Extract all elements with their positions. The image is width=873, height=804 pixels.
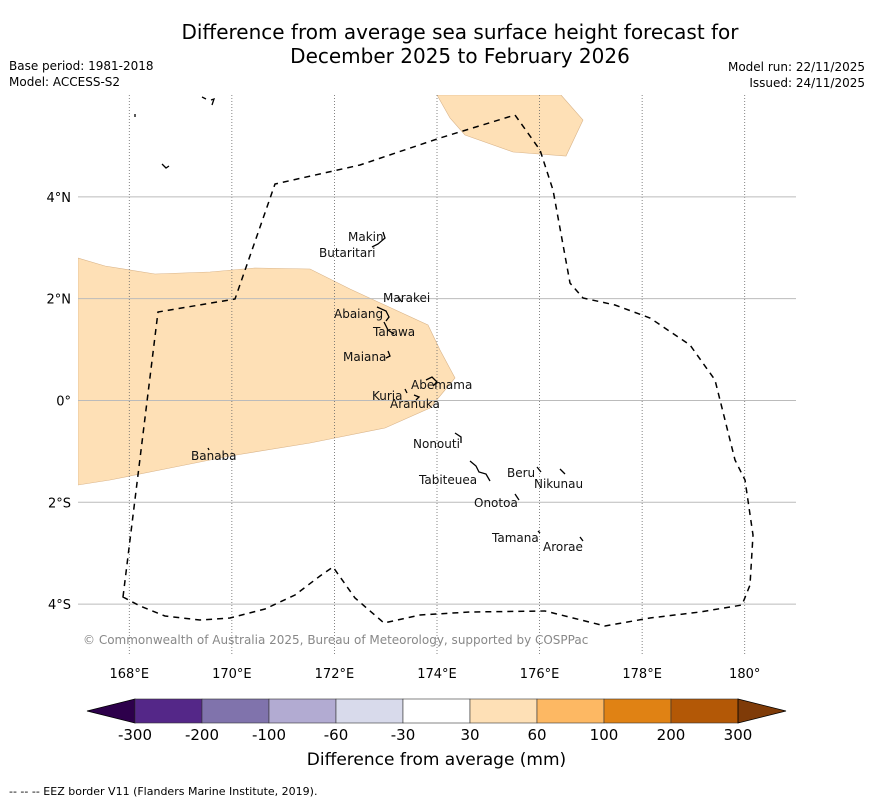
eez-border bbox=[122, 114, 754, 627]
island-label: Abaiang bbox=[334, 307, 383, 321]
colorbar-extend-low bbox=[86, 698, 136, 724]
island-label: Arorae bbox=[543, 540, 583, 554]
colorbar-segment bbox=[268, 698, 337, 724]
colorbar-segment bbox=[134, 698, 203, 724]
island-label: Tarawa bbox=[372, 325, 415, 339]
colorbar-segment bbox=[201, 698, 270, 724]
anomaly-region-north bbox=[436, 95, 584, 157]
lon-tick-label: 172°E bbox=[315, 667, 355, 682]
colorbar-segment bbox=[536, 698, 605, 724]
colorbar-segment bbox=[469, 698, 538, 724]
colorbar-tick-label: -300 bbox=[118, 726, 152, 744]
island-label: Marakei bbox=[383, 291, 430, 305]
colorbar-tick-label: 30 bbox=[460, 726, 479, 744]
map-title: Difference from average sea surface heig… bbox=[60, 20, 860, 68]
lat-tick-label: 0° bbox=[56, 394, 71, 409]
island-label: Kuria bbox=[372, 389, 403, 403]
island-label: Banaba bbox=[191, 449, 237, 463]
colorbar-segment bbox=[670, 698, 739, 724]
island-label: Nonouti bbox=[413, 437, 460, 451]
model-run-text: Model run: 22/11/2025 bbox=[727, 60, 865, 74]
model-text: Model: ACCESS-S2 bbox=[9, 75, 121, 89]
lat-tick-label: 4°N bbox=[47, 191, 72, 206]
island-label: Nikunau bbox=[534, 477, 583, 491]
colorbar-segment bbox=[603, 698, 672, 724]
colorbar-extend-high bbox=[737, 698, 787, 724]
map-axes: 168°E 170°E 172°E 174°E 176°E 178°E 180° 4°N 2°N… bbox=[47, 191, 761, 682]
colorbar-tick-label: -60 bbox=[324, 726, 349, 744]
colorbar: -300 -200 -100 -60 -30 30 60 100 200 300 bbox=[86, 698, 787, 744]
colorbar-tick-label: 100 bbox=[590, 726, 619, 744]
island-label: Tabiteuea bbox=[418, 473, 477, 487]
colorbar-tick-label: -100 bbox=[252, 726, 286, 744]
island-label: Aranuka bbox=[390, 397, 440, 411]
island-label: Maiana bbox=[343, 350, 386, 364]
island-label: Beru bbox=[507, 466, 535, 480]
colorbar-tick-label: 300 bbox=[724, 726, 753, 744]
issued-text: Issued: 24/11/2025 bbox=[749, 76, 865, 90]
lon-tick-label: 176°E bbox=[520, 667, 560, 682]
island-label: Abemama bbox=[411, 378, 472, 392]
lat-tick-label: 2°S bbox=[48, 496, 71, 511]
colorbar-title: Difference from average (mm) bbox=[306, 750, 567, 770]
colorbar-tick-label: -30 bbox=[391, 726, 416, 744]
meta-right: Model run: 22/11/2025 Issued: 24/11/2025 bbox=[728, 59, 865, 91]
base-period-text: Base period: 1981-2018 bbox=[9, 59, 154, 73]
lon-tick-label: 174°E bbox=[417, 667, 457, 682]
island-label: Butaritari bbox=[319, 246, 376, 260]
island-label: Makin bbox=[348, 230, 384, 244]
copyright-text: © Commonwealth of Australia 2025, Bureau… bbox=[83, 633, 588, 647]
colorbar-tick-label: 200 bbox=[657, 726, 686, 744]
eez-legend-note: -- -- -- EEZ border V11 (Flanders Marine… bbox=[9, 785, 318, 798]
lon-tick-label: 170°E bbox=[212, 667, 252, 682]
island-label: Tamana bbox=[491, 531, 539, 545]
lat-tick-label: 4°S bbox=[48, 598, 71, 613]
colorbar-tick-label: 60 bbox=[527, 726, 546, 744]
meta-left: Base period: 1981-2018 Model: ACCESS-S2 bbox=[9, 58, 154, 90]
colorbar-segment bbox=[402, 698, 471, 724]
lon-tick-label: 180° bbox=[729, 667, 760, 682]
colorbar-tick-label: -200 bbox=[185, 726, 219, 744]
lon-tick-label: 168°E bbox=[110, 667, 150, 682]
graticule bbox=[78, 95, 796, 655]
title-line-2: December 2025 to February 2026 bbox=[290, 44, 630, 68]
lat-tick-label: 2°N bbox=[47, 293, 72, 308]
island-shapes bbox=[134, 96, 584, 542]
colorbar-segment bbox=[335, 698, 404, 724]
lon-tick-label: 178°E bbox=[622, 667, 662, 682]
anomaly-region-west bbox=[78, 257, 456, 486]
island-label: Onotoa bbox=[474, 496, 518, 510]
title-line-1: Difference from average sea surface heig… bbox=[181, 20, 739, 44]
